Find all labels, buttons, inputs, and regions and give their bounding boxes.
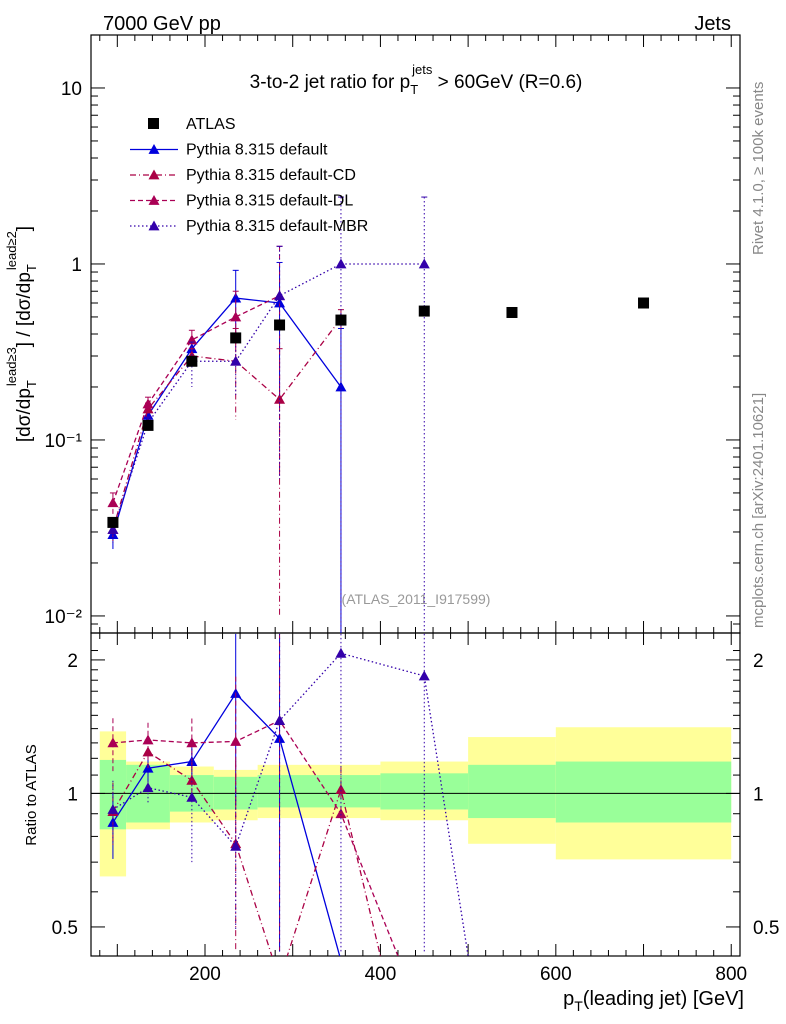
atlas-data-point (335, 314, 347, 326)
title-sup: jets (411, 62, 433, 77)
ylabel-c: ] (14, 226, 35, 231)
legend-marker-0 (148, 144, 160, 154)
series-point-2 (142, 398, 154, 409)
atlas-data-point (418, 305, 430, 317)
legend-marker-3 (148, 220, 160, 231)
atlas-data-point (230, 332, 242, 344)
ratio-point-2 (230, 735, 242, 746)
ratio-line-0 (112, 692, 341, 956)
green-band-6 (380, 773, 469, 810)
ratio-point-2 (142, 734, 154, 745)
atlas-data-point (638, 297, 650, 309)
y-tick-label: 10⁻¹ (45, 431, 83, 452)
ratio-tick-label-right: 1 (753, 784, 764, 805)
xlabel-rest: (leading jet) [GeV] (583, 988, 744, 1010)
x-tick-label: 600 (540, 964, 572, 985)
series-point-3 (107, 523, 119, 534)
xlabel-sub: T (574, 998, 583, 1014)
legend-marker-1 (148, 169, 160, 180)
atlas-data-point (274, 319, 286, 331)
y-tick-label: 10⁻² (45, 607, 83, 628)
series-point-3 (274, 290, 286, 301)
legend-marker-2 (148, 195, 160, 205)
chart-title: 3-to-2 jet ratio for pTjets > 60GeV (R=0… (250, 62, 583, 97)
rivet-label: Rivet 4.1.0, ≥ 100k events (750, 82, 767, 255)
xlabel-p: p (563, 988, 574, 1010)
legend-atlas-label: ATLAS (186, 116, 236, 133)
ylabel-sup2: lead≥2 (4, 231, 19, 270)
ratio-line-3 (112, 652, 469, 956)
ylabel-sup1: lead≥3 (4, 347, 19, 386)
ratio-point-2 (186, 737, 198, 748)
ratio-tick-label-left: 2 (67, 651, 78, 672)
ratio-y-axis-label: Ratio to ATLAS (23, 744, 40, 845)
main-series (107, 196, 650, 633)
series-line-2 (112, 295, 280, 503)
axis-ticks (91, 34, 740, 956)
legend-label-1: Pythia 8.315 default-CD (186, 167, 356, 184)
series-point-3 (230, 355, 242, 366)
analysis-id: (ATLAS_2011_I917599) (342, 591, 491, 607)
ratio-point-2 (335, 808, 347, 819)
ratio-point-2 (107, 737, 119, 748)
series-line-0 (112, 297, 342, 535)
ratio-point-3 (186, 791, 198, 802)
y-tick-label: 1 (71, 255, 82, 276)
ylabel-b: ] / [dσ/dp (14, 272, 35, 347)
x-tick-label: 400 (365, 964, 397, 985)
axis-tick-labels: 200 400 600 800 10⁻² 10⁻¹ 1 10 0.5 0.5 1 1 2 2 (45, 79, 780, 985)
title-pre: 3-to-2 jet ratio for p (250, 72, 411, 93)
ratio-series (107, 633, 469, 956)
title-sub: T (410, 82, 418, 97)
series-point-3 (418, 258, 430, 269)
atlas-data-point (186, 355, 198, 367)
series-point-2 (230, 311, 242, 322)
green-band-7 (468, 764, 556, 819)
ratio-point-3 (335, 647, 347, 658)
ylabel-sub1: T (24, 380, 39, 388)
ratio-tick-label-left: 0.5 (52, 918, 78, 939)
atlas-data-point (142, 419, 154, 431)
series-point-0 (230, 292, 242, 303)
ylabel-a: [dσ/dp (14, 388, 35, 442)
atlas-data-point (107, 516, 119, 528)
x-tick-label: 800 (715, 964, 747, 985)
title-post: > 60GeV (R=0.6) (432, 72, 582, 93)
ratio-tick-label-left: 1 (67, 784, 78, 805)
ratio-tick-label-right: 0.5 (753, 918, 779, 939)
series-point-2 (107, 497, 119, 508)
ratio-point-1 (186, 774, 198, 785)
ratio-uncertainty-bands (91, 727, 740, 877)
header-left: 7000 GeV pp (103, 13, 221, 35)
ylabel-sub2: T (24, 264, 39, 272)
ratio-point-3 (230, 840, 242, 851)
series-point-3 (335, 258, 347, 269)
legend-label-3: Pythia 8.315 default-MBR (186, 218, 368, 235)
green-band-8 (555, 761, 732, 823)
ratio-tick-label-right: 2 (753, 651, 764, 672)
ratio-point-3 (107, 803, 119, 814)
legend: ATLAS Pythia 8.315 default Pythia 8.315 de… (130, 116, 368, 235)
atlas-data-point (506, 306, 518, 318)
x-tick-label: 200 (189, 964, 221, 985)
ratio-line-2 (112, 719, 399, 956)
mcplots-label: mcplots.cern.ch [arXiv:2401.10621] (750, 393, 767, 628)
ratio-point-1 (335, 784, 347, 795)
series-line-1 (112, 318, 342, 530)
y-tick-label: 10 (61, 79, 82, 100)
header-right: Jets (694, 13, 731, 35)
legend-label-0: Pythia 8.315 default (186, 142, 328, 159)
ratio-point-3 (142, 782, 154, 793)
ratio-point-3 (274, 715, 286, 725)
x-axis-label: pT(leading jet) [GeV] (563, 988, 744, 1014)
y-axis-label: [dσ/dpTlead≥3] / [dσ/dpTlead≥2] (4, 226, 39, 442)
ratio-point-3 (418, 670, 430, 681)
legend-label-2: Pythia 8.315 default-DL (186, 193, 353, 210)
legend-atlas-marker (148, 118, 159, 129)
